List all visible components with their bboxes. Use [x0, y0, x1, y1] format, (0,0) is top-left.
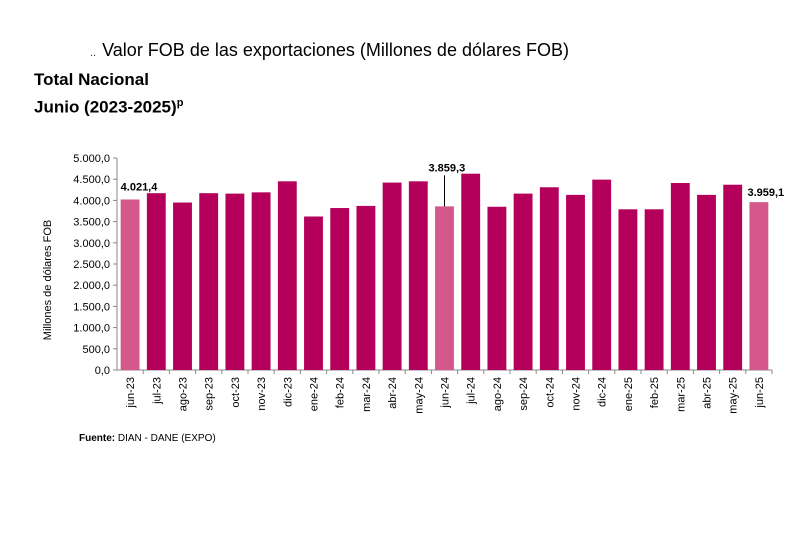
x-tick-label: nov-23 [256, 377, 268, 411]
bar-oct-24 [539, 187, 559, 370]
y-tick-label: 2.500,0 [73, 259, 110, 271]
bar-oct-23 [225, 193, 245, 370]
y-tick-label: 0,0 [95, 365, 110, 377]
bar-ene-25 [618, 209, 638, 370]
source-label: Fuente: [79, 433, 116, 444]
y-tick-label: 2.000,0 [73, 280, 110, 292]
title-prefix: .. [90, 47, 97, 59]
bar-sep-23 [199, 193, 219, 370]
x-tick-label: nov-24 [571, 377, 583, 411]
y-tick-label: 4.000,0 [73, 195, 110, 207]
x-tick-label: abr-24 [387, 377, 399, 409]
subtitle-period: Junio (2023-2025)p [34, 97, 183, 118]
y-tick-label: 3.500,0 [73, 217, 110, 229]
preliminary-mark: p [176, 97, 184, 109]
y-tick-label: 500,0 [82, 344, 110, 356]
x-tick-label: dic-24 [597, 377, 609, 407]
x-tick-label: ene-25 [623, 377, 635, 411]
x-tick-label: oct-23 [230, 377, 242, 408]
source-text: DIAN - DANE (EXPO) [117, 433, 216, 444]
x-tick-label: jul-24 [466, 377, 478, 405]
y-tick-label: 4.500,0 [73, 174, 110, 186]
x-tick-label: mar-24 [361, 377, 373, 412]
bar-sep-24 [513, 193, 533, 370]
bar-ago-24 [487, 206, 507, 370]
bar-may-25 [723, 184, 743, 370]
bar-ene-24 [304, 216, 323, 370]
bar-feb-24 [330, 208, 350, 370]
subtitle-period-text: Junio (2023-2025) [34, 97, 177, 117]
chart-title: .. Valor FOB de las exportaciones (Millon… [90, 40, 569, 61]
x-tick-label: ago-24 [492, 377, 504, 411]
bar-dic-23 [277, 181, 297, 370]
title-text: Valor FOB de las exportaciones (Millones… [102, 40, 569, 60]
y-tick-label: 1.000,0 [73, 323, 110, 335]
source-note: Fuente: DIAN - DANE (EXPO) [79, 433, 216, 444]
bar-may-24 [408, 181, 428, 370]
bar-abr-25 [697, 194, 716, 370]
bar-mar-24 [356, 205, 376, 370]
x-tick-label: mar-25 [675, 377, 687, 412]
bar-nov-23 [251, 192, 271, 370]
bar-nov-24 [566, 194, 585, 370]
x-tick-label: jul-23 [151, 377, 163, 405]
x-tick-label: feb-25 [649, 377, 661, 408]
x-tick-label: oct-24 [544, 377, 556, 408]
x-tick-label: sep-24 [518, 377, 530, 411]
x-tick-label: ene-24 [309, 377, 321, 411]
x-tick-label: may-25 [728, 377, 740, 414]
y-tick-label: 1.500,0 [73, 301, 110, 313]
x-tick-label: ago-23 [178, 377, 190, 411]
bar-jun-24 [435, 206, 454, 370]
x-tick-label: jun-25 [754, 377, 766, 409]
data-label-jun-24: 3.859,3 [429, 162, 466, 174]
subtitle-region: Total Nacional [34, 70, 149, 89]
x-tick-label: jun-24 [440, 377, 452, 409]
y-tick-label: 3.000,0 [73, 238, 110, 250]
bar-jul-24 [461, 173, 481, 370]
data-label-jun-25: 3.959,1 [747, 187, 784, 199]
bar-jun-23 [120, 199, 140, 370]
bar-feb-25 [644, 209, 664, 370]
bar-abr-24 [382, 182, 402, 370]
bar-mar-25 [670, 183, 690, 370]
x-tick-label: may-24 [413, 377, 425, 414]
bar-dic-24 [592, 179, 612, 370]
x-tick-label: jun-23 [125, 377, 137, 409]
bar-jun-25 [749, 202, 769, 370]
x-tick-label: feb-24 [335, 377, 347, 408]
x-tick-label: abr-25 [702, 377, 714, 409]
x-tick-label: dic-23 [282, 377, 294, 407]
y-tick-label: 5.000,0 [73, 153, 110, 165]
bar-jul-23 [146, 193, 166, 370]
y-axis-title: Millones de dólares FOB [42, 220, 54, 340]
x-tick-label: sep-23 [204, 377, 216, 411]
bar-ago-23 [173, 202, 192, 370]
data-label-jun-23: 4.021,4 [121, 181, 159, 193]
